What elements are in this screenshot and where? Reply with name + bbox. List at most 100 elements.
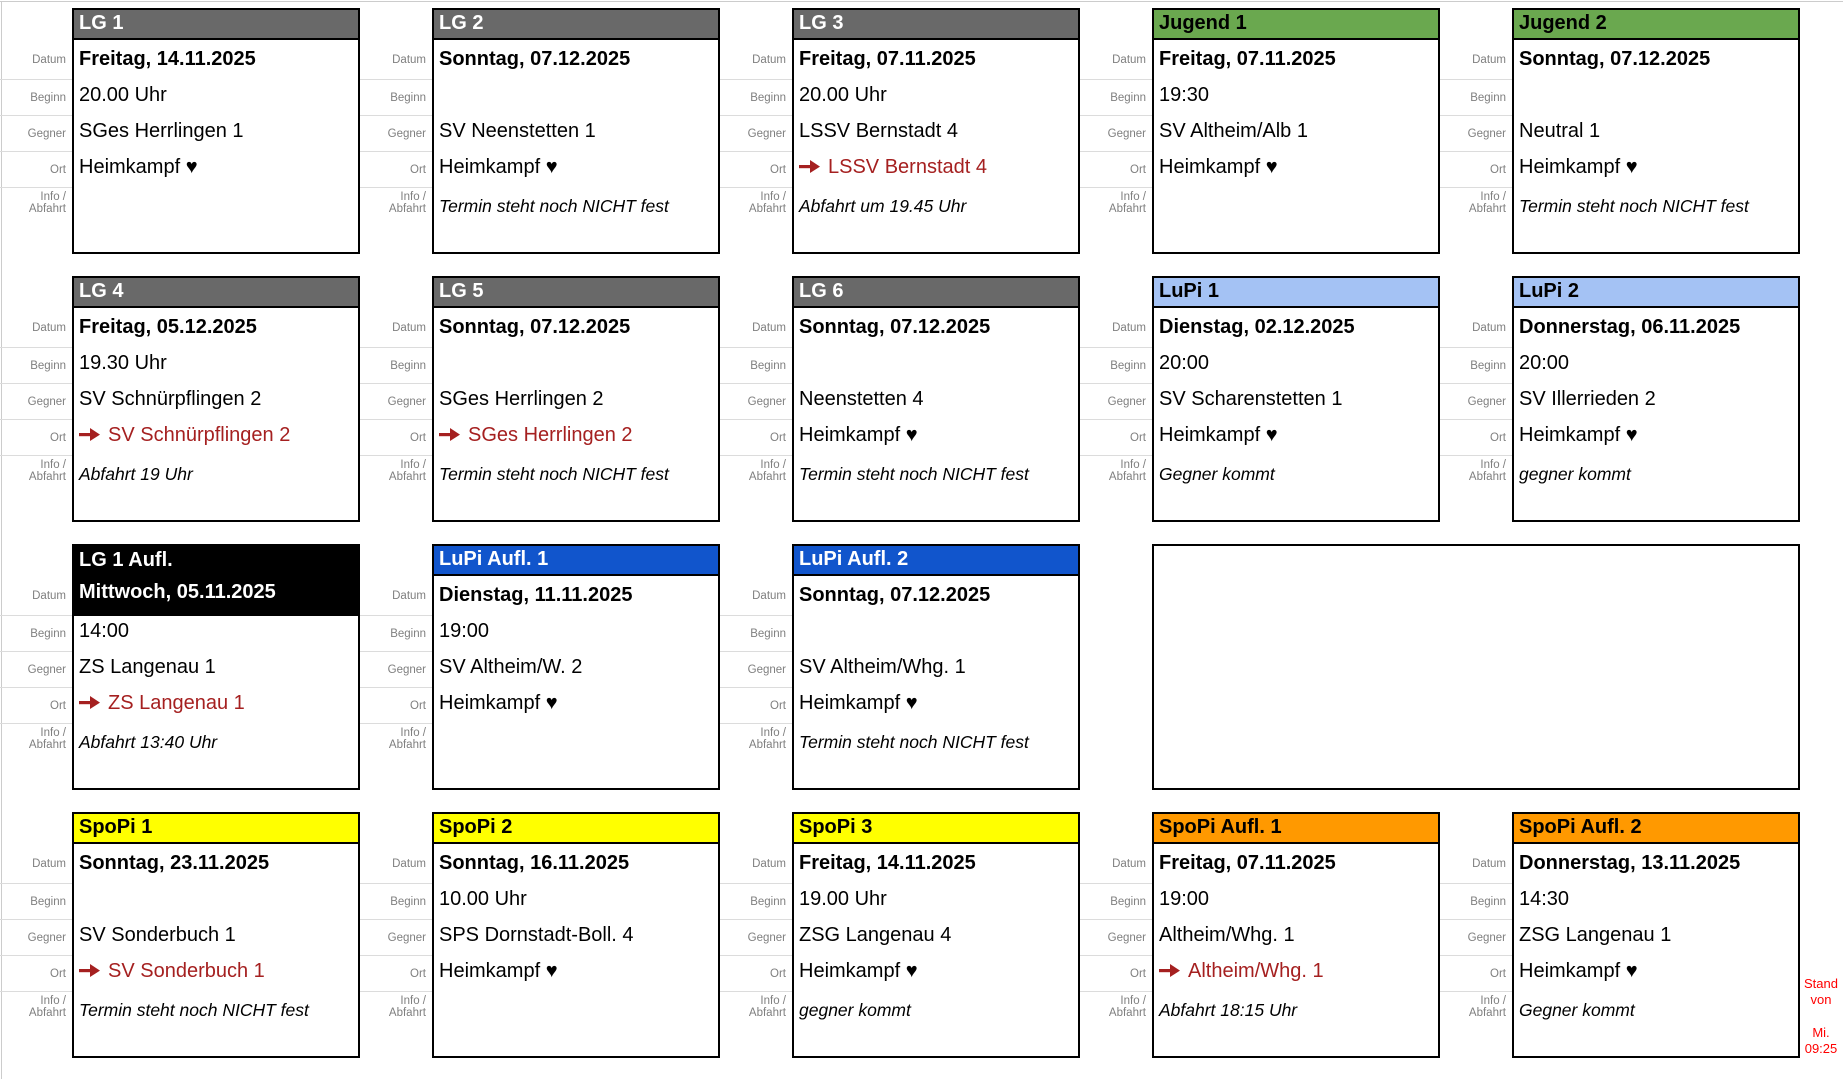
card-title: Jugend 1 [1154,10,1438,40]
field-label-info-line1: Info / [760,727,786,739]
card-beginn-value: 19.00 Uhr [799,888,887,910]
label-spacer [0,546,72,576]
field-label-info-line1: Info / [40,191,66,203]
card-datum-value: Sonntag, 07.12.2025 [439,48,631,70]
field-label-gegner: Gegner [360,652,432,688]
card-gegner-value: ZSG Langenau 4 [799,924,952,946]
away-arrow-icon [79,964,100,977]
field-label-datum: Datum [360,844,432,884]
match-card: LG 5 Sonntag, 07.12.2025 SGes Herrlingen… [432,276,720,522]
card-beginn-value: 19:00 [439,620,490,642]
card-ort-text: Heimkampf ♥ [799,424,918,446]
field-label-gegner: Gegner [1440,116,1512,152]
match-card-slot: Datum Beginn Gegner Ort Info / Abfahrt L… [0,8,360,254]
card-ort-value: SGes Herrlingen 2 [434,420,718,456]
field-label-datum: Datum [0,576,72,616]
card-gegner-value: Neenstetten 4 [799,388,924,410]
card-datum-value: Dienstag, 02.12.2025 [1159,316,1355,338]
field-label-info-line1: Info / [400,191,426,203]
card-gegner-value: Altheim/Whg. 1 [1159,924,1295,946]
field-label-beginn: Beginn [720,884,792,920]
field-label-info-line2: Abfahrt [1468,203,1506,215]
field-label-info: Info / Abfahrt [0,188,72,252]
card-title: SpoPi Aufl. 1 [1154,814,1438,844]
card-beginn-value [1514,80,1798,116]
card-ort-value: Heimkampf ♥ [74,152,358,188]
card-gegner-value: SV Altheim/W. 2 [439,656,583,678]
card-title: LG 2 [434,10,718,40]
field-label-beginn: Beginn [1440,884,1512,920]
field-label-info-line1: Info / [40,995,66,1007]
card-info-value: gegner kommt [799,1000,911,1020]
card-title: SpoPi 2 [434,814,718,844]
card-gegner-value: SPS Dornstadt-Boll. 4 [439,924,634,946]
field-label-info: Info / Abfahrt [360,456,432,520]
card-gegner-value: SV Illerrieden 2 [1519,388,1656,410]
field-label-beginn: Beginn [0,616,72,652]
field-label-info: Info / Abfahrt [0,456,72,520]
card-beginn-value: 20.00 Uhr [799,84,887,106]
card-gegner-value: SV Neenstetten 1 [439,120,596,142]
card-ort-text: SV Sonderbuch 1 [108,960,265,982]
field-label-info-line2: Abfahrt [748,1007,786,1019]
field-labels: Datum Beginn Gegner Ort Info / Abfahrt [0,544,72,790]
field-label-info: Info / Abfahrt [360,992,432,1056]
card-gegner-value: SGes Herrlingen 1 [79,120,244,142]
field-label-ort: Ort [360,420,432,456]
card-gegner-value: Neutral 1 [1519,120,1601,142]
empty-gutter [1080,544,1152,790]
label-spacer [0,814,72,844]
field-label-info: Info / Abfahrt [0,992,72,1056]
card-info-value: Termin steht noch NICHT fest [1519,196,1749,216]
card-datum-value: Freitag, 07.11.2025 [1159,852,1336,874]
card-info-value: Abfahrt 19 Uhr [79,464,193,484]
field-label-info-line2: Abfahrt [388,203,426,215]
card-ort-value: SV Sonderbuch 1 [74,956,358,992]
match-card-slot: Datum Beginn Gegner Ort Info / Abfahrt L… [1080,276,1440,522]
field-label-beginn: Beginn [0,348,72,384]
field-label-ort: Ort [720,420,792,456]
field-label-info: Info / Abfahrt [0,724,72,788]
field-labels: Datum Beginn Gegner Ort Info / Abfahrt [0,812,72,1058]
card-datum-value: Freitag, 07.11.2025 [1159,48,1336,70]
label-spacer [360,814,432,844]
card-gegner-value: SV Altheim/Alb 1 [1159,120,1308,142]
field-label-beginn: Beginn [720,616,792,652]
card-ort-value: Heimkampf ♥ [794,420,1078,456]
field-label-info-line1: Info / [760,459,786,471]
match-card-slot: Datum Beginn Gegner Ort Info / Abfahrt J… [1440,8,1800,254]
field-labels: Datum Beginn Gegner Ort Info / Abfahrt [1080,8,1152,254]
match-card-slot: Datum Beginn Gegner Ort Info / Abfahrt L… [0,276,360,522]
field-label-beginn: Beginn [0,884,72,920]
match-card-slot: Datum Beginn Gegner Ort Info / Abfahrt J… [1080,8,1440,254]
card-datum-value: Freitag, 14.11.2025 [799,852,976,874]
field-label-gegner: Gegner [720,652,792,688]
card-row-4: Datum Beginn Gegner Ort Info / Abfahrt S… [0,812,1800,1058]
field-label-info-line1: Info / [1480,995,1506,1007]
field-label-info: Info / Abfahrt [1080,456,1152,520]
field-label-beginn: Beginn [1080,348,1152,384]
field-labels: Datum Beginn Gegner Ort Info / Abfahrt [720,812,792,1058]
match-card: LG 2 Sonntag, 07.12.2025 SV Neenstetten … [432,8,720,254]
match-card: LuPi 1 Dienstag, 02.12.2025 20:00 SV Sch… [1152,276,1440,522]
field-label-gegner: Gegner [1080,116,1152,152]
label-spacer [720,10,792,40]
field-label-info-line1: Info / [400,727,426,739]
card-info-value: Termin steht noch NICHT fest [79,1000,309,1020]
field-label-datum: Datum [360,40,432,80]
card-title: LuPi 2 [1514,278,1798,308]
label-spacer [720,278,792,308]
match-card-slot: Datum Beginn Gegner Ort Info / Abfahrt S… [0,812,360,1058]
card-info-value: Termin steht noch NICHT fest [439,196,669,216]
field-label-info-line2: Abfahrt [388,1007,426,1019]
field-label-ort: Ort [720,152,792,188]
card-datum-value: Mittwoch, 05.11.2025 [74,576,358,616]
match-card: SpoPi 1 Sonntag, 23.11.2025 SV Sonderbuc… [72,812,360,1058]
field-label-gegner: Gegner [1080,384,1152,420]
field-labels: Datum Beginn Gegner Ort Info / Abfahrt [1440,276,1512,522]
card-datum-value: Sonntag, 07.12.2025 [799,584,991,606]
card-title: LG 3 [794,10,1078,40]
label-spacer [1080,10,1152,40]
label-spacer [1080,814,1152,844]
